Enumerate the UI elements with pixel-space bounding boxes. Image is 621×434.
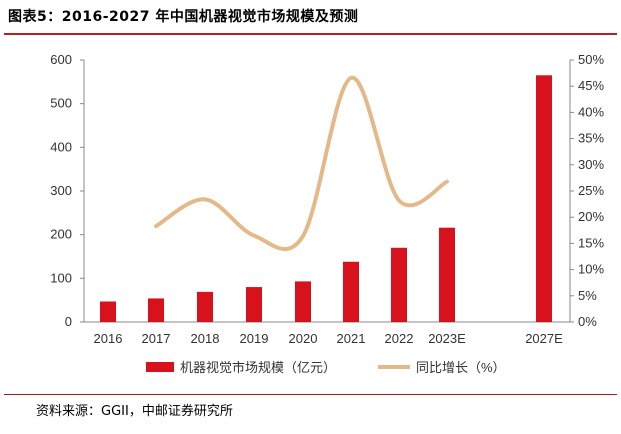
left-axis-tick-label: 100 bbox=[50, 270, 72, 285]
source-note: 资料来源：GGII，中邮证券研究所 bbox=[36, 404, 233, 419]
left-axis-tick-label: 400 bbox=[50, 139, 72, 154]
bar-2023E bbox=[439, 227, 455, 322]
right-axis-tick-label: 20% bbox=[578, 209, 604, 224]
x-axis-tick-label: 2018 bbox=[191, 331, 220, 346]
right-axis-tick-label: 25% bbox=[578, 183, 604, 198]
right-axis-tick-label: 40% bbox=[578, 104, 604, 119]
right-axis-tick-label: 50% bbox=[578, 52, 604, 67]
bar-2016 bbox=[100, 301, 116, 322]
right-axis-tick-label: 5% bbox=[578, 288, 597, 303]
x-axis-tick-label: 2027E bbox=[525, 331, 563, 346]
x-axis-tick-label: 2021 bbox=[337, 331, 366, 346]
bar-2020 bbox=[295, 281, 311, 322]
left-axis-tick-label: 200 bbox=[50, 227, 72, 242]
right-axis-tick-label: 15% bbox=[578, 235, 604, 250]
legend-line-label: 同比增长（%） bbox=[416, 360, 506, 375]
legend-bar-swatch bbox=[146, 362, 174, 372]
right-axis-tick-label: 45% bbox=[578, 78, 604, 93]
right-axis-tick-label: 35% bbox=[578, 131, 604, 146]
left-axis-tick-label: 300 bbox=[50, 183, 72, 198]
x-axis-tick-label: 2022 bbox=[385, 331, 414, 346]
bar-2021 bbox=[343, 261, 359, 322]
bar-2022 bbox=[391, 247, 407, 322]
left-axis-tick-label: 500 bbox=[50, 96, 72, 111]
x-axis-tick-label: 2016 bbox=[94, 331, 123, 346]
legend-bar-label: 机器视觉市场规模（亿元） bbox=[180, 360, 336, 375]
title-underline bbox=[4, 33, 617, 35]
right-axis-tick-label: 30% bbox=[578, 157, 604, 172]
chart-title: 图表5：2016-2027 年中国机器视觉市场规模及预测 bbox=[8, 9, 359, 25]
bar-2017 bbox=[148, 298, 164, 322]
right-axis-tick-label: 10% bbox=[578, 262, 604, 277]
footer-divider bbox=[4, 394, 617, 395]
right-axis-tick-label: 0% bbox=[578, 314, 597, 329]
x-axis-tick-label: 2020 bbox=[289, 331, 318, 346]
x-axis-tick-label: 2019 bbox=[240, 331, 269, 346]
bar-2027E bbox=[536, 75, 552, 323]
bar-2019 bbox=[246, 287, 262, 322]
bar-2018 bbox=[197, 291, 213, 322]
x-axis-tick-label: 2017 bbox=[142, 331, 171, 346]
left-axis-tick-label: 0 bbox=[65, 314, 72, 329]
x-axis-tick-label: 2023E bbox=[428, 331, 466, 346]
growth-rate-line bbox=[154, 75, 449, 251]
left-axis-tick-label: 600 bbox=[50, 52, 72, 67]
